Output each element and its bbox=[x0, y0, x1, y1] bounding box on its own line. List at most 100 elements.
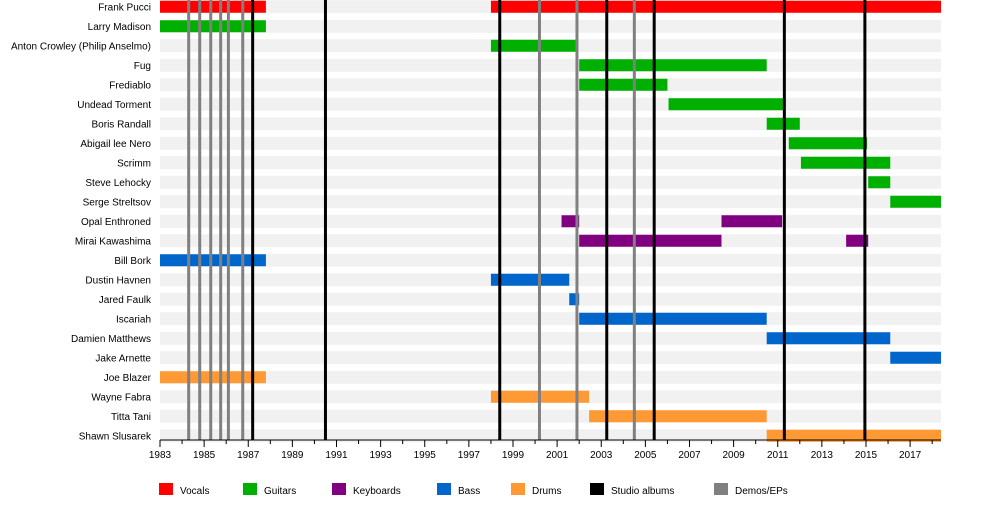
x-tick-label: 2005 bbox=[634, 450, 657, 461]
row-stripe bbox=[160, 429, 941, 443]
member-bar bbox=[579, 234, 722, 247]
legend-label: Vocals bbox=[180, 486, 209, 497]
member-label: Larry Madison bbox=[88, 22, 151, 33]
member-label: Anton Crowley (Philip Anselmo) bbox=[11, 41, 151, 52]
member-bar bbox=[788, 137, 868, 150]
x-tick-label: 1989 bbox=[281, 450, 304, 461]
x-tick-label: 2015 bbox=[855, 450, 878, 461]
x-tick-label: 1985 bbox=[193, 450, 216, 461]
member-label: Boris Randall bbox=[92, 119, 151, 130]
member-label: Steve Lehocky bbox=[85, 178, 151, 189]
legend-swatch bbox=[590, 483, 604, 495]
member-label: Frediablo bbox=[109, 80, 151, 91]
member-label: Frank Pucci bbox=[98, 2, 151, 13]
member-label: Titta Tani bbox=[111, 412, 151, 423]
member-label: Opal Enthroned bbox=[81, 217, 151, 228]
member-bar bbox=[800, 156, 891, 169]
member-bar bbox=[766, 429, 941, 442]
member-label: Bill Bork bbox=[114, 256, 152, 267]
x-tick-label: 1993 bbox=[369, 450, 392, 461]
legend-swatch bbox=[243, 483, 257, 495]
member-label: Jake Arnette bbox=[95, 353, 151, 364]
member-bar bbox=[846, 234, 869, 247]
legend-label: Drums bbox=[532, 486, 561, 497]
member-label: Undead Torment bbox=[77, 100, 151, 111]
member-bar bbox=[561, 215, 580, 228]
x-tick-label: 2009 bbox=[722, 450, 745, 461]
x-tick-label: 2003 bbox=[590, 450, 613, 461]
member-bar bbox=[721, 215, 783, 228]
row-stripe bbox=[160, 156, 941, 170]
release-lines bbox=[187, 0, 867, 440]
x-tick-label: 1999 bbox=[502, 450, 525, 461]
x-tick-label: 1983 bbox=[149, 450, 172, 461]
x-tick-label: 2017 bbox=[899, 450, 922, 461]
member-label: Wayne Fabra bbox=[91, 392, 151, 403]
row-stripe bbox=[160, 195, 941, 209]
member-bar bbox=[160, 371, 266, 384]
x-tick-label: 1997 bbox=[458, 450, 481, 461]
member-label: Serge Streltsov bbox=[83, 197, 151, 208]
row-stripe bbox=[160, 175, 941, 189]
member-label: Scrimm bbox=[117, 158, 151, 169]
row-stripe bbox=[160, 117, 941, 131]
member-bar bbox=[160, 254, 266, 267]
x-tick-label: 2011 bbox=[767, 450, 789, 461]
row-stripe bbox=[160, 19, 941, 33]
row-stripe bbox=[160, 234, 941, 248]
member-bar bbox=[890, 351, 941, 364]
member-labels: Frank Pucci Larry Madison Anton Crowley (P… bbox=[11, 2, 152, 442]
legend-label: Bass bbox=[458, 486, 480, 497]
legend-label: Studio albums bbox=[611, 486, 674, 497]
x-tick-label: 2013 bbox=[811, 450, 834, 461]
legend-label: Demos/EPs bbox=[735, 486, 788, 497]
member-label: Abigail lee Nero bbox=[80, 139, 151, 150]
row-stripe bbox=[160, 136, 941, 150]
row-stripe bbox=[160, 58, 941, 72]
x-axis: 1983 1985 1987 1989 1991 1993 1995 1997 1999 2001… bbox=[149, 439, 941, 461]
member-bar bbox=[589, 410, 767, 423]
legend-swatch bbox=[437, 483, 451, 495]
member-bar bbox=[490, 273, 570, 286]
legend-label: Guitars bbox=[264, 486, 296, 497]
member-bar bbox=[868, 176, 891, 189]
member-bar bbox=[160, 20, 266, 33]
legend-swatch bbox=[714, 483, 728, 495]
member-bar bbox=[160, 0, 266, 13]
row-stripe bbox=[160, 351, 941, 365]
row-stripe bbox=[160, 331, 941, 345]
member-bar bbox=[579, 312, 767, 325]
x-tick-label: 1995 bbox=[414, 450, 437, 461]
member-label: Dustin Havnen bbox=[85, 275, 151, 286]
member-bar bbox=[579, 59, 767, 72]
member-bar bbox=[890, 195, 941, 208]
member-label: Shawn Slusarek bbox=[79, 431, 152, 442]
row-stripe bbox=[160, 97, 941, 111]
legend-swatch bbox=[332, 483, 346, 495]
member-bar bbox=[490, 0, 941, 13]
member-label: Joe Blazer bbox=[104, 373, 152, 384]
row-stripes bbox=[160, 0, 941, 443]
member-label: Jared Faulk bbox=[99, 295, 152, 306]
member-label: Damien Matthews bbox=[71, 334, 151, 345]
row-stripe bbox=[160, 370, 941, 384]
legend-swatch bbox=[511, 483, 525, 495]
member-label: Mirai Kawashima bbox=[75, 236, 152, 247]
x-tick-label: 1991 bbox=[325, 450, 348, 461]
member-bar bbox=[569, 293, 580, 306]
row-stripe bbox=[160, 214, 941, 228]
x-tick-label: 2007 bbox=[678, 450, 701, 461]
legend-swatch bbox=[159, 483, 173, 495]
row-stripe bbox=[160, 78, 941, 92]
legend-label: Keyboards bbox=[353, 486, 401, 497]
member-bar bbox=[668, 98, 784, 111]
member-label: Fug bbox=[134, 61, 151, 72]
member-bar bbox=[766, 332, 891, 345]
member-bar bbox=[579, 78, 668, 91]
member-bar bbox=[490, 39, 576, 52]
row-stripe bbox=[160, 292, 941, 306]
member-label: Iscariah bbox=[116, 314, 151, 325]
row-stripe bbox=[160, 409, 941, 423]
legend: Vocals Guitars Keyboards Bass Drums Studio al… bbox=[159, 483, 788, 497]
